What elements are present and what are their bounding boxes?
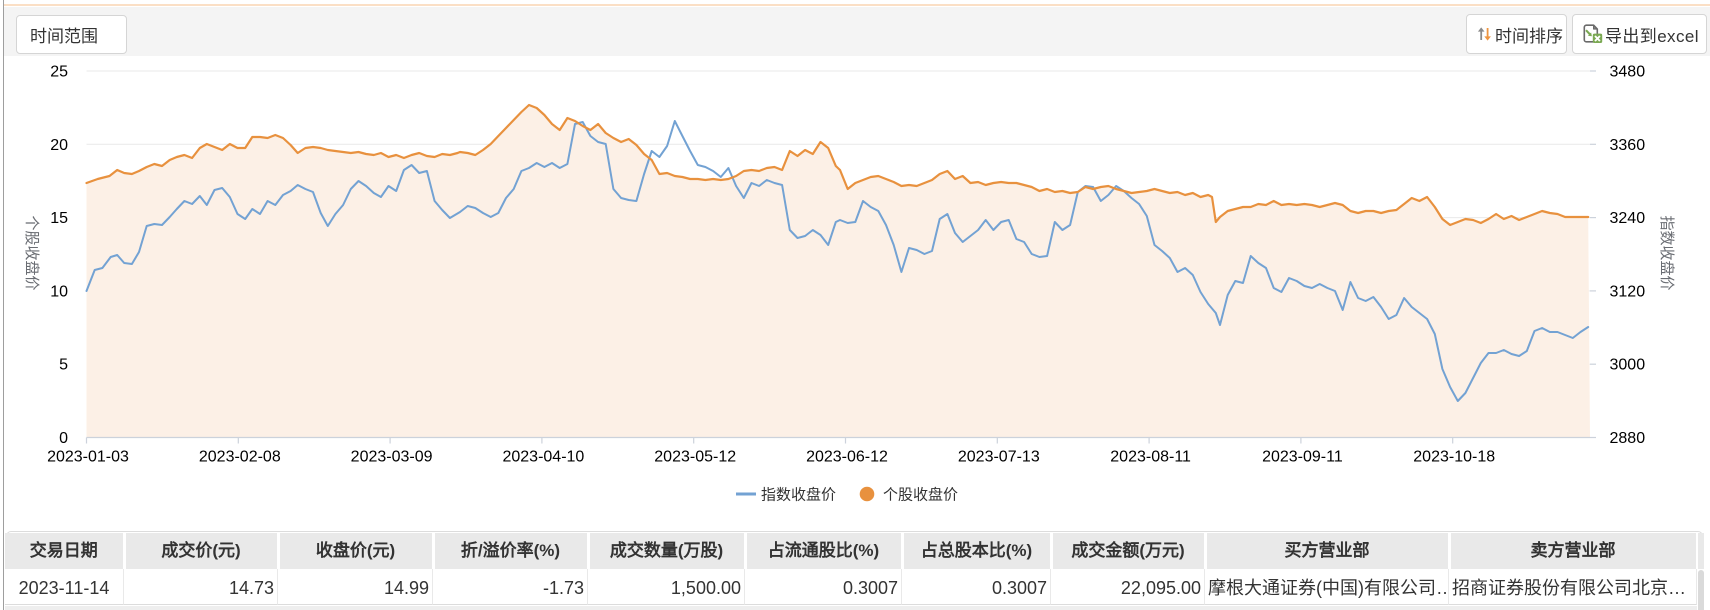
svg-text:0: 0 bbox=[59, 430, 68, 447]
svg-text:2023-06-12: 2023-06-12 bbox=[806, 449, 888, 466]
svg-text:20: 20 bbox=[50, 137, 68, 154]
svg-text:10: 10 bbox=[50, 283, 68, 300]
svg-text:5: 5 bbox=[59, 357, 68, 374]
svg-text:3000: 3000 bbox=[1610, 357, 1646, 374]
svg-text:指数收盘价: 指数收盘价 bbox=[1658, 215, 1676, 290]
svg-text:25: 25 bbox=[50, 64, 68, 81]
svg-text:2023-07-13: 2023-07-13 bbox=[958, 449, 1040, 466]
svg-text:3120: 3120 bbox=[1610, 283, 1646, 300]
svg-text:2023-08-11: 2023-08-11 bbox=[1110, 449, 1191, 466]
svg-text:2023-09-11: 2023-09-11 bbox=[1262, 449, 1343, 466]
svg-text:2023-04-10: 2023-04-10 bbox=[502, 449, 584, 466]
svg-text:2023-02-08: 2023-02-08 bbox=[199, 449, 281, 466]
svg-text:2023-03-09: 2023-03-09 bbox=[351, 449, 433, 466]
svg-text:指数收盘价: 指数收盘价 bbox=[761, 486, 836, 504]
svg-text:3240: 3240 bbox=[1610, 210, 1646, 227]
svg-text:2023-01-03: 2023-01-03 bbox=[47, 449, 129, 466]
svg-text:15: 15 bbox=[50, 210, 68, 227]
svg-text:个股收盘价: 个股收盘价 bbox=[23, 215, 41, 290]
svg-text:2880: 2880 bbox=[1610, 430, 1646, 447]
svg-text:2023-05-12: 2023-05-12 bbox=[654, 449, 736, 466]
svg-text:2023-10-18: 2023-10-18 bbox=[1413, 449, 1495, 466]
svg-text:个股收盘价: 个股收盘价 bbox=[883, 486, 958, 504]
svg-text:3360: 3360 bbox=[1610, 137, 1646, 154]
svg-text:3480: 3480 bbox=[1610, 64, 1646, 81]
